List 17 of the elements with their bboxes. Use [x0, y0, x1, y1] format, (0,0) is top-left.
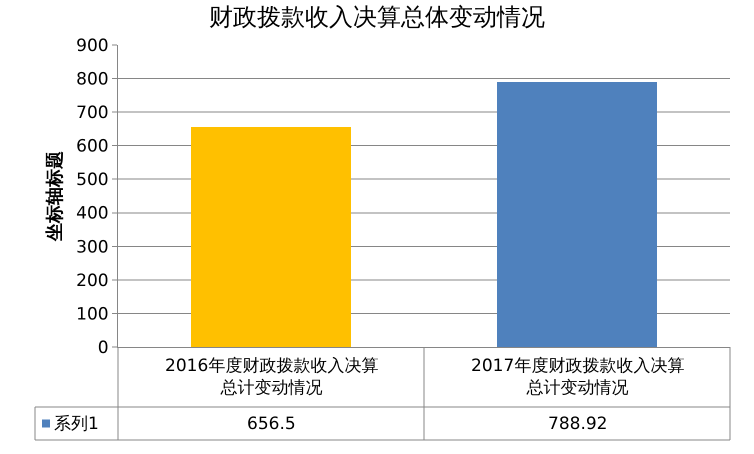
x-tick-label: 2016年度财政拨款收入决算总计变动情况 — [165, 356, 378, 398]
data-label: 788.92 — [548, 414, 608, 434]
y-tick-label: 100 — [76, 304, 109, 324]
y-tick-label: 0 — [98, 338, 109, 358]
y-tick-label: 200 — [76, 270, 109, 291]
y-tick-label: 400 — [76, 204, 109, 224]
data-label: 656.5 — [247, 414, 296, 434]
y-tick-label: 600 — [76, 136, 109, 157]
y-tick-label: 300 — [76, 237, 109, 258]
chart-title: 财政拨款收入决算总体变动情况 — [209, 2, 545, 31]
legend-label: 系列1 — [54, 414, 99, 434]
y-tick-label: 900 — [76, 36, 109, 56]
x-tick-label: 2017年度财政拨款收入决算总计变动情况 — [471, 356, 684, 398]
y-tick-label: 800 — [76, 70, 109, 90]
y-tick-label: 500 — [76, 170, 109, 190]
y-tick-label: 700 — [76, 103, 109, 124]
y-axis-title: 坐标轴标题 — [44, 151, 66, 242]
